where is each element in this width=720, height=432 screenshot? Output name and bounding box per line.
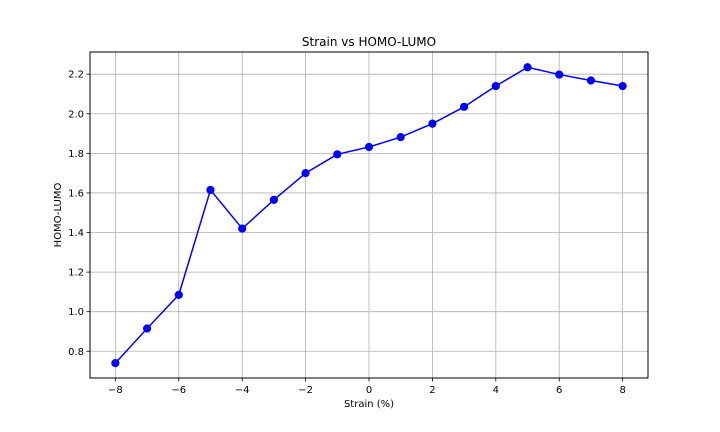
grid bbox=[90, 52, 648, 378]
x-tick-label: 6 bbox=[556, 385, 562, 396]
data-point bbox=[364, 142, 374, 152]
y-tick-label: 1.6 bbox=[68, 188, 84, 199]
data-point bbox=[111, 359, 120, 368]
y-tick-label: 1.4 bbox=[68, 228, 84, 239]
x-axis-label: Strain (%) bbox=[344, 399, 394, 410]
data-point bbox=[238, 224, 247, 233]
data-point bbox=[206, 185, 215, 195]
x-tick-label: −6 bbox=[171, 385, 186, 396]
y-tick-label: 1.8 bbox=[68, 149, 84, 160]
y-tick-label: 0.8 bbox=[68, 347, 84, 358]
data-point bbox=[428, 119, 437, 128]
y-tick-label: 1.0 bbox=[68, 307, 84, 318]
data-point bbox=[396, 133, 405, 142]
x-tick-label: −8 bbox=[108, 385, 123, 396]
data-point bbox=[523, 63, 532, 72]
series-layer bbox=[111, 63, 627, 368]
x-tick-label: −4 bbox=[235, 385, 250, 396]
chart-title: Strain vs HOMO-LUMO bbox=[302, 35, 436, 49]
x-tick-label: 2 bbox=[429, 385, 435, 396]
y-tick-label: 1.2 bbox=[68, 268, 84, 279]
x-axis: −8 −6 −4 −2 0 2 4 6 8 bbox=[108, 378, 626, 396]
x-tick-label: 0 bbox=[366, 385, 372, 396]
data-point bbox=[269, 195, 278, 204]
data-point bbox=[174, 290, 183, 299]
data-point bbox=[586, 76, 596, 85]
y-axis: 0.8 1.0 1.2 1.4 1.6 1.8 2.0 2.2 bbox=[68, 70, 90, 358]
x-tick-label: 4 bbox=[493, 385, 499, 396]
data-point bbox=[301, 169, 310, 178]
y-tick-label: 2.0 bbox=[68, 109, 84, 120]
x-tick-label: 8 bbox=[619, 385, 625, 396]
data-point bbox=[333, 150, 342, 159]
data-point bbox=[142, 324, 152, 333]
data-point bbox=[555, 70, 564, 79]
data-point bbox=[618, 81, 627, 91]
y-tick-label: 2.2 bbox=[68, 70, 84, 81]
y-axis-label: HOMO-LUMO bbox=[53, 183, 64, 248]
data-point bbox=[491, 81, 500, 91]
data-point bbox=[460, 102, 469, 111]
x-tick-label: −2 bbox=[298, 385, 313, 396]
